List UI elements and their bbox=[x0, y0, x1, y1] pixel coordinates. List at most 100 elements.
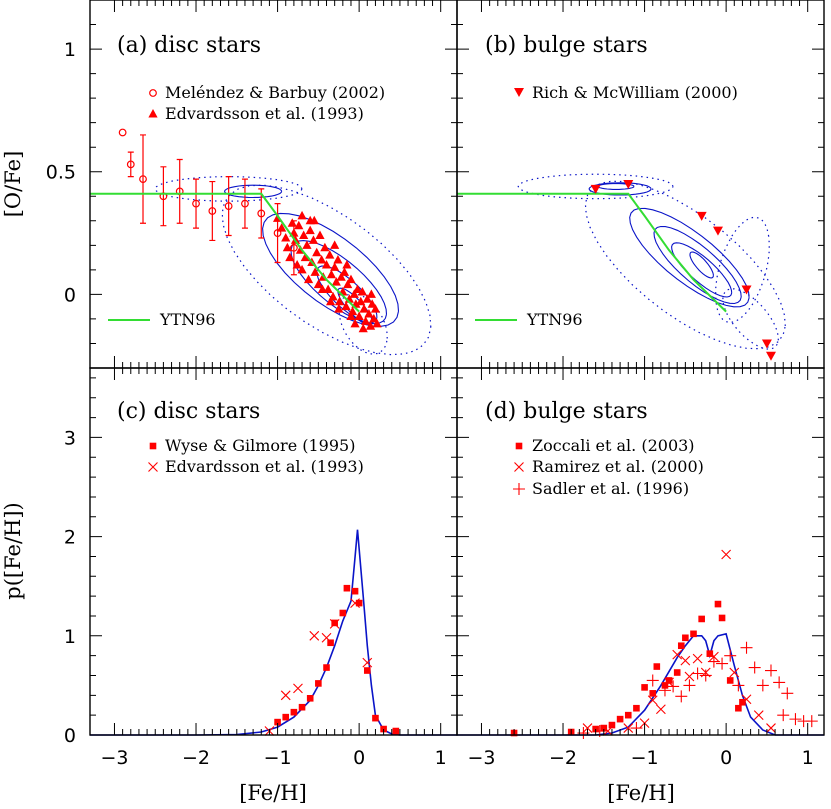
ytick-label-c: 3 bbox=[64, 427, 76, 449]
legend-label-sadler: Sadler et al. (1996) bbox=[532, 479, 689, 498]
sadler-point-11 bbox=[716, 657, 729, 670]
edvardsson-a-point-14 bbox=[302, 240, 312, 249]
edvardsson-a-point-5 bbox=[287, 218, 297, 227]
zoccali-point-13 bbox=[673, 669, 681, 676]
zoccali-point-22 bbox=[735, 704, 742, 712]
panel-c-title: (c) disc stars bbox=[117, 399, 260, 424]
panel-b-title: (b) bulge stars bbox=[485, 33, 648, 58]
zoccali-point-18 bbox=[706, 650, 714, 657]
wyse-point-2 bbox=[290, 708, 298, 716]
sadler-point-23 bbox=[777, 709, 790, 722]
contour-dotted-b-2 bbox=[714, 216, 770, 324]
edvardsson-a-point-25 bbox=[320, 242, 330, 252]
sadler-point-5 bbox=[667, 680, 680, 693]
ramirez-point-8 bbox=[680, 655, 691, 666]
edvardsson-a-point-1 bbox=[277, 223, 287, 232]
contour-b-1 bbox=[653, 225, 742, 305]
wyse-point-10 bbox=[343, 584, 351, 592]
sadler-point-17 bbox=[764, 664, 777, 677]
ramirez-point-4 bbox=[647, 695, 658, 706]
line-label-b: YTN96 bbox=[526, 310, 583, 329]
legend-symbol-ramirez bbox=[514, 462, 524, 472]
edvardsson-a-point-15 bbox=[303, 274, 314, 284]
zoccali-point-10 bbox=[653, 663, 661, 670]
edvardsson-a-point-41 bbox=[346, 274, 356, 284]
edvardsson-c-point-1 bbox=[280, 690, 291, 701]
edvardsson-a-point-50 bbox=[361, 316, 371, 325]
zoccali-point-6 bbox=[624, 711, 632, 719]
wyse-point-13 bbox=[363, 667, 371, 674]
legend-symbol-rich bbox=[514, 88, 524, 97]
xtick-label-c: 0 bbox=[353, 747, 365, 769]
legend-label-rich: Rich & McWilliam (2000) bbox=[532, 83, 738, 102]
edvardsson-a-point-3 bbox=[282, 242, 292, 252]
ramirez-point-6 bbox=[664, 677, 674, 688]
melendez-point-9 bbox=[257, 209, 266, 218]
edvardsson-a-point-33 bbox=[333, 255, 343, 264]
wyse-point-14 bbox=[372, 714, 379, 722]
edvardsson-a-point-63 bbox=[317, 284, 328, 293]
melendez-errorbar-5 bbox=[193, 178, 200, 229]
edvardsson-a-point-45 bbox=[352, 284, 363, 293]
wyse-point-16 bbox=[392, 727, 400, 735]
rich-point-5 bbox=[761, 339, 772, 349]
edvardsson-a-point-48 bbox=[357, 286, 367, 296]
sadler-point-9 bbox=[699, 669, 712, 682]
rich-point-4 bbox=[741, 285, 752, 295]
edvardsson-a-point-43 bbox=[349, 289, 359, 298]
legend-label-edvardsson-c: Edvardsson et al. (1993) bbox=[165, 457, 364, 476]
edvardsson-a-point-2 bbox=[281, 232, 291, 242]
wyse-point-6 bbox=[323, 664, 330, 671]
legend-label-ramirez: Ramirez et al. (2000) bbox=[532, 457, 704, 476]
melendez-errorbar-3 bbox=[160, 166, 167, 227]
edvardsson-a-point-39 bbox=[343, 279, 353, 289]
edvardsson-a-point-35 bbox=[336, 272, 346, 281]
xtick-label-d: −2 bbox=[549, 747, 577, 769]
zoccali-point-23 bbox=[739, 698, 746, 706]
melendez-point-7 bbox=[224, 202, 233, 210]
edvardsson-a-point-21 bbox=[313, 279, 323, 289]
sadler-point-13 bbox=[732, 679, 745, 692]
zoccali-point-9 bbox=[649, 690, 657, 697]
zoccali-point-16 bbox=[690, 630, 697, 638]
legend-label-zoccali: Zoccali et al. (2003) bbox=[532, 436, 695, 455]
zoccali-point-3 bbox=[600, 724, 608, 732]
edvardsson-a-point-49 bbox=[359, 304, 369, 313]
legend-symbol-wyse bbox=[149, 442, 157, 450]
sadler-point-18 bbox=[773, 676, 786, 689]
ramirez-point-14 bbox=[729, 667, 740, 678]
ramirez-point-0 bbox=[582, 723, 593, 733]
edvardsson-a-point-28 bbox=[325, 250, 335, 259]
edvardsson-a-point-38 bbox=[341, 301, 351, 311]
melendez-point-8 bbox=[241, 199, 249, 208]
ramirez-point-1 bbox=[602, 726, 613, 736]
contour-b-2 bbox=[671, 242, 733, 298]
ytn96-line-a bbox=[90, 192, 360, 313]
melendez-point-2 bbox=[139, 175, 147, 183]
ytick-label-a: 0.5 bbox=[46, 162, 76, 184]
rich-point-3 bbox=[712, 226, 723, 236]
melendez-errorbar-1 bbox=[127, 151, 134, 178]
ytick-label-a: 1 bbox=[64, 39, 76, 61]
zoccali-point-21 bbox=[726, 677, 734, 684]
edvardsson-c-point-7 bbox=[362, 657, 373, 668]
edvardsson-a-point-34 bbox=[334, 296, 345, 306]
contour-dotted-a-0 bbox=[221, 184, 432, 356]
sadler-point-20 bbox=[789, 713, 802, 726]
melendez-errorbar-6 bbox=[209, 180, 216, 242]
melendez-point-11 bbox=[289, 243, 298, 252]
wyse-point-9 bbox=[339, 609, 347, 617]
edvardsson-a-point-67 bbox=[372, 318, 382, 328]
melendez-errorbar-4 bbox=[176, 158, 183, 224]
sadler-point-7 bbox=[683, 679, 696, 692]
zoccali-point-17 bbox=[698, 615, 705, 623]
zoccali-point-19 bbox=[714, 600, 722, 608]
wyse-point-8 bbox=[331, 619, 338, 627]
rich-point-0 bbox=[590, 184, 601, 194]
legend-symbol-sadler bbox=[513, 483, 525, 495]
edvardsson-a-point-59 bbox=[350, 318, 360, 328]
zoccali-point-15 bbox=[682, 634, 689, 642]
model-line-c bbox=[90, 529, 457, 736]
wyse-point-3 bbox=[298, 703, 306, 711]
sadler-point-4 bbox=[658, 684, 671, 697]
